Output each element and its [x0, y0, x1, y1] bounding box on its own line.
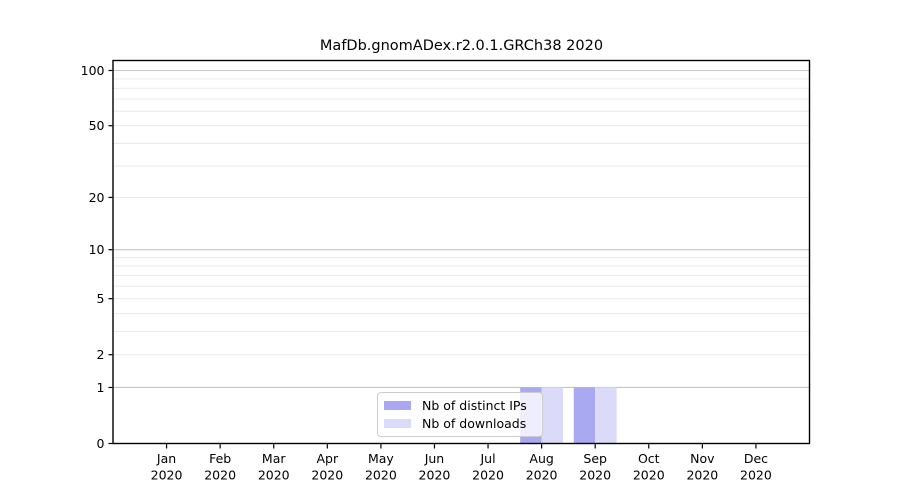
x-axis-tick-label: Sep: [583, 451, 607, 466]
x-axis-tick-label: 2020: [686, 468, 718, 483]
legend-swatch-downloads: [384, 418, 411, 429]
x-axis-tick-label: Jan: [156, 451, 176, 466]
x-axis-tick-label: May: [368, 451, 394, 466]
x-axis-tick-label: 2020: [311, 468, 343, 483]
x-axis-tick-label: Apr: [316, 451, 338, 466]
bar-sep-2020-s1: [595, 387, 617, 444]
x-axis-tick-label: Oct: [638, 451, 660, 466]
y-axis-tick-label: 50: [89, 118, 105, 133]
y-axis-tick-label: 5: [97, 291, 105, 306]
x-axis-tick-label: 2020: [526, 468, 558, 483]
y-axis-tick-label: 1: [97, 380, 105, 395]
y-axis-tick-label: 2: [97, 347, 105, 362]
x-axis-tick-label: 2020: [633, 468, 665, 483]
x-axis-tick-label: 2020: [151, 468, 183, 483]
bar-sep-2020-s0: [573, 387, 596, 444]
legend-label-distinct-ips: Nb of distinct IPs: [422, 398, 527, 413]
bar-aug-2020-s1: [541, 387, 564, 444]
x-axis-tick-label: Dec: [744, 451, 768, 466]
x-axis-tick-label: 2020: [365, 468, 397, 483]
y-axis-tick-label: 10: [89, 242, 105, 257]
legend-label-downloads: Nb of downloads: [422, 416, 527, 431]
x-axis-tick-label: Feb: [209, 451, 231, 466]
y-axis-tick-label: 20: [89, 190, 105, 205]
x-axis-tick-label: 2020: [472, 468, 504, 483]
x-axis-tick-label: Nov: [690, 451, 715, 466]
y-axis-tick-label: 0: [97, 436, 105, 451]
x-axis-tick-label: 2020: [419, 468, 451, 483]
x-axis-tick-label: Mar: [262, 451, 286, 466]
plot-area-frame: [112, 59, 811, 445]
x-axis-tick-label: 2020: [204, 468, 236, 483]
legend-swatch-distinct-ips: [384, 400, 411, 411]
x-axis-tick-label: Jun: [424, 451, 445, 466]
x-axis-tick-label: Jul: [479, 451, 495, 466]
legend: Nb of distinct IPs Nb of downloads: [377, 392, 543, 437]
legend-item-downloads: Nb of downloads: [384, 416, 536, 431]
x-axis-tick-label: Aug: [529, 451, 553, 466]
x-axis-tick-label: 2020: [740, 468, 772, 483]
chart-title: MafDb.gnomADex.r2.0.1.GRCh38 2020: [319, 38, 604, 54]
x-axis-tick-label: 2020: [258, 468, 290, 483]
x-axis-tick-label: 2020: [579, 468, 611, 483]
legend-item-distinct-ips: Nb of distinct IPs: [384, 398, 536, 413]
y-axis-tick-label: 100: [81, 63, 105, 78]
